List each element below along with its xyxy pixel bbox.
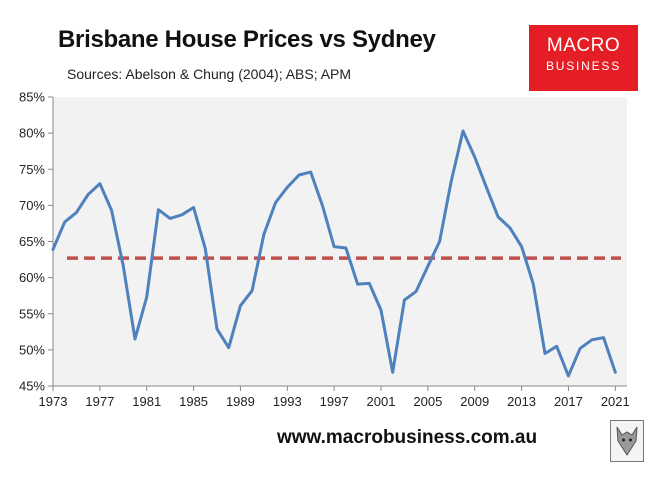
x-tick-label: 1973 [39, 394, 68, 409]
y-tick-label: 80% [19, 126, 45, 141]
data-point [602, 336, 605, 339]
data-point [98, 182, 102, 185]
data-point [473, 155, 476, 159]
x-tick-label: 1993 [273, 394, 302, 409]
data-point [262, 233, 266, 236]
x-tick-label: 2021 [601, 394, 630, 409]
data-point [51, 248, 55, 251]
plot-area [53, 97, 627, 386]
macrobusiness-logo: MACRO BUSINESS [529, 25, 638, 91]
data-point [496, 215, 500, 219]
data-point [414, 290, 418, 293]
data-point [438, 240, 441, 243]
data-point [567, 374, 570, 378]
x-tick-label: 2005 [413, 394, 442, 409]
data-point [239, 304, 242, 308]
y-tick-label: 65% [19, 234, 45, 249]
wolf-logo-icon [610, 420, 644, 462]
data-point [426, 264, 430, 268]
chart-subtitle: Sources: Abelson & Chung (2004); ABS; AP… [67, 66, 352, 82]
data-point [110, 209, 113, 212]
data-point [168, 217, 172, 220]
data-point [321, 204, 324, 207]
website-url: www.macrobusiness.com.au [277, 427, 538, 448]
data-point [543, 352, 547, 355]
data-point [180, 213, 184, 216]
data-point [508, 226, 512, 229]
x-tick-label: 2013 [507, 394, 536, 409]
y-axis: 45% 50% 55% 60% 65% 70% 75% 80% 85% [19, 90, 54, 394]
data-point [614, 371, 617, 374]
x-tick-label: 2001 [367, 394, 396, 409]
data-point [86, 193, 90, 196]
data-point [403, 298, 406, 302]
y-tick-label: 60% [19, 270, 45, 285]
data-point [461, 129, 465, 133]
x-tick-label: 2017 [554, 394, 583, 409]
data-point [274, 201, 277, 204]
x-tick-label: 2009 [460, 394, 489, 409]
data-point [192, 206, 195, 209]
data-point [485, 186, 488, 189]
data-point [204, 247, 207, 250]
data-point [555, 345, 558, 348]
data-point [133, 337, 137, 341]
data-point [578, 347, 582, 350]
data-point [309, 170, 312, 174]
y-tick-label: 45% [19, 379, 45, 394]
logo-line-1: MACRO [546, 35, 621, 56]
data-point [250, 289, 254, 292]
x-tick-label: 1997 [320, 394, 349, 409]
data-point [532, 282, 535, 286]
x-tick-label: 1981 [132, 394, 161, 409]
data-point [391, 371, 394, 374]
series-points [51, 129, 617, 378]
data-point [520, 245, 523, 248]
y-tick-label: 50% [19, 342, 45, 357]
data-point [145, 295, 148, 299]
x-tick-label: 1977 [85, 394, 114, 409]
data-point [590, 338, 594, 341]
data-point [286, 186, 289, 189]
data-point [215, 327, 219, 331]
data-point [63, 220, 66, 224]
data-point [356, 282, 359, 286]
data-point [157, 208, 160, 211]
y-tick-label: 70% [19, 198, 45, 213]
data-point [297, 173, 301, 177]
data-point [75, 211, 78, 214]
data-point [122, 264, 125, 268]
x-tick-label: 1989 [226, 394, 255, 409]
logo-line-2: BUSINESS [545, 59, 622, 73]
data-point [332, 245, 336, 248]
x-tick-label: 1985 [179, 394, 208, 409]
data-point [379, 308, 383, 312]
x-axis: 1973 1977 1981 1985 1989 1993 1997 2001 2005 2009… [39, 385, 630, 409]
y-tick-label: 85% [19, 90, 45, 105]
data-point [450, 179, 453, 183]
wolf-icon [616, 426, 638, 456]
y-tick-label: 55% [19, 306, 45, 321]
y-tick-label: 75% [19, 162, 45, 177]
data-point [227, 346, 230, 349]
data-point [368, 282, 371, 285]
chart-title: Brisbane House Prices vs Sydney [58, 26, 436, 53]
data-point [344, 246, 348, 250]
